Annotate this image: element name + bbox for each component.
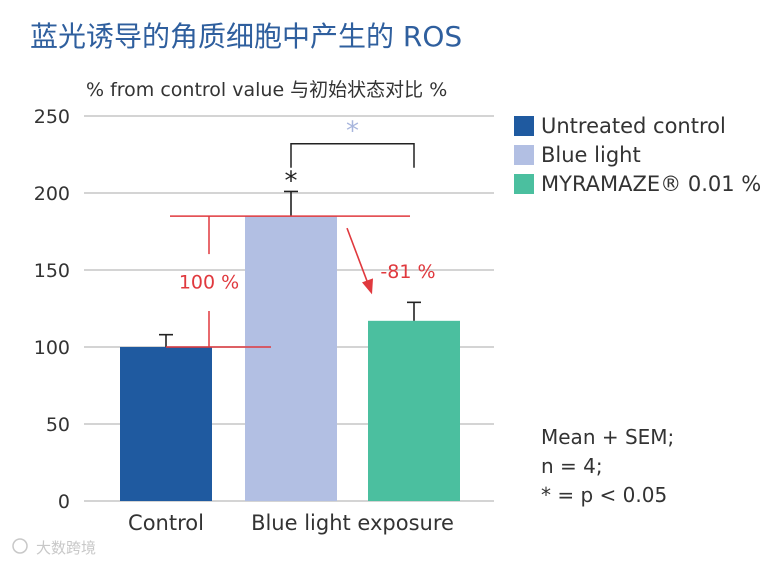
y-tick-label: 100 (34, 337, 70, 359)
watermark-logo-icon (12, 538, 28, 554)
significance-bracket (290, 142, 415, 168)
y-tick-labels: 0 50 100 150 200 250 (34, 106, 70, 513)
note-line: * = p < 0.05 (541, 483, 667, 507)
bar-1 (120, 347, 212, 501)
y-tick-label: 50 (46, 414, 70, 436)
watermark: 大数跨境 (12, 538, 96, 557)
chart-title: 蓝光诱导的角质细胞中产生的 ROS (30, 20, 462, 53)
legend-swatch-3 (514, 174, 534, 194)
legend-swatch-2 (514, 145, 534, 165)
stats-note: Mean + SEM; n = 4; * = p < 0.05 (541, 425, 674, 507)
watermark-text: 大数跨境 (36, 539, 96, 557)
legend: Untreated control Blue light MYRAMAZE® 0.0… (514, 114, 761, 196)
annotations: * * 100 % -81 % (166, 117, 436, 348)
bars (120, 216, 460, 501)
legend-label-2: Blue light (541, 143, 641, 167)
increase-label: 100 % (179, 272, 239, 294)
legend-label-3: MYRAMAZE® 0.01 % (541, 172, 761, 196)
y-tick-label: 200 (34, 183, 70, 205)
note-line: Mean + SEM; (541, 425, 674, 449)
bar-2 (245, 216, 337, 501)
significance-star-black: * (285, 166, 298, 196)
decrease-arrow-head (362, 278, 373, 295)
category-label: Blue light exposure (251, 511, 454, 535)
legend-label-1: Untreated control (541, 114, 726, 138)
category-label: Control (128, 511, 204, 535)
note-line: n = 4; (541, 454, 603, 478)
legend-swatch-1 (514, 116, 534, 136)
y-tick-label: 0 (58, 491, 70, 513)
category-labels: Control Blue light exposure (128, 511, 454, 535)
significance-star-light: * (346, 117, 359, 147)
bar-3 (368, 320, 460, 501)
decrease-arrow (346, 227, 370, 287)
error-bars (159, 190, 421, 347)
y-tick-label: 250 (34, 106, 70, 128)
y-axis-label: % from control value 与初始状态对比 % (86, 79, 447, 101)
decrease-label: -81 % (380, 261, 435, 283)
y-tick-label: 150 (34, 260, 70, 282)
